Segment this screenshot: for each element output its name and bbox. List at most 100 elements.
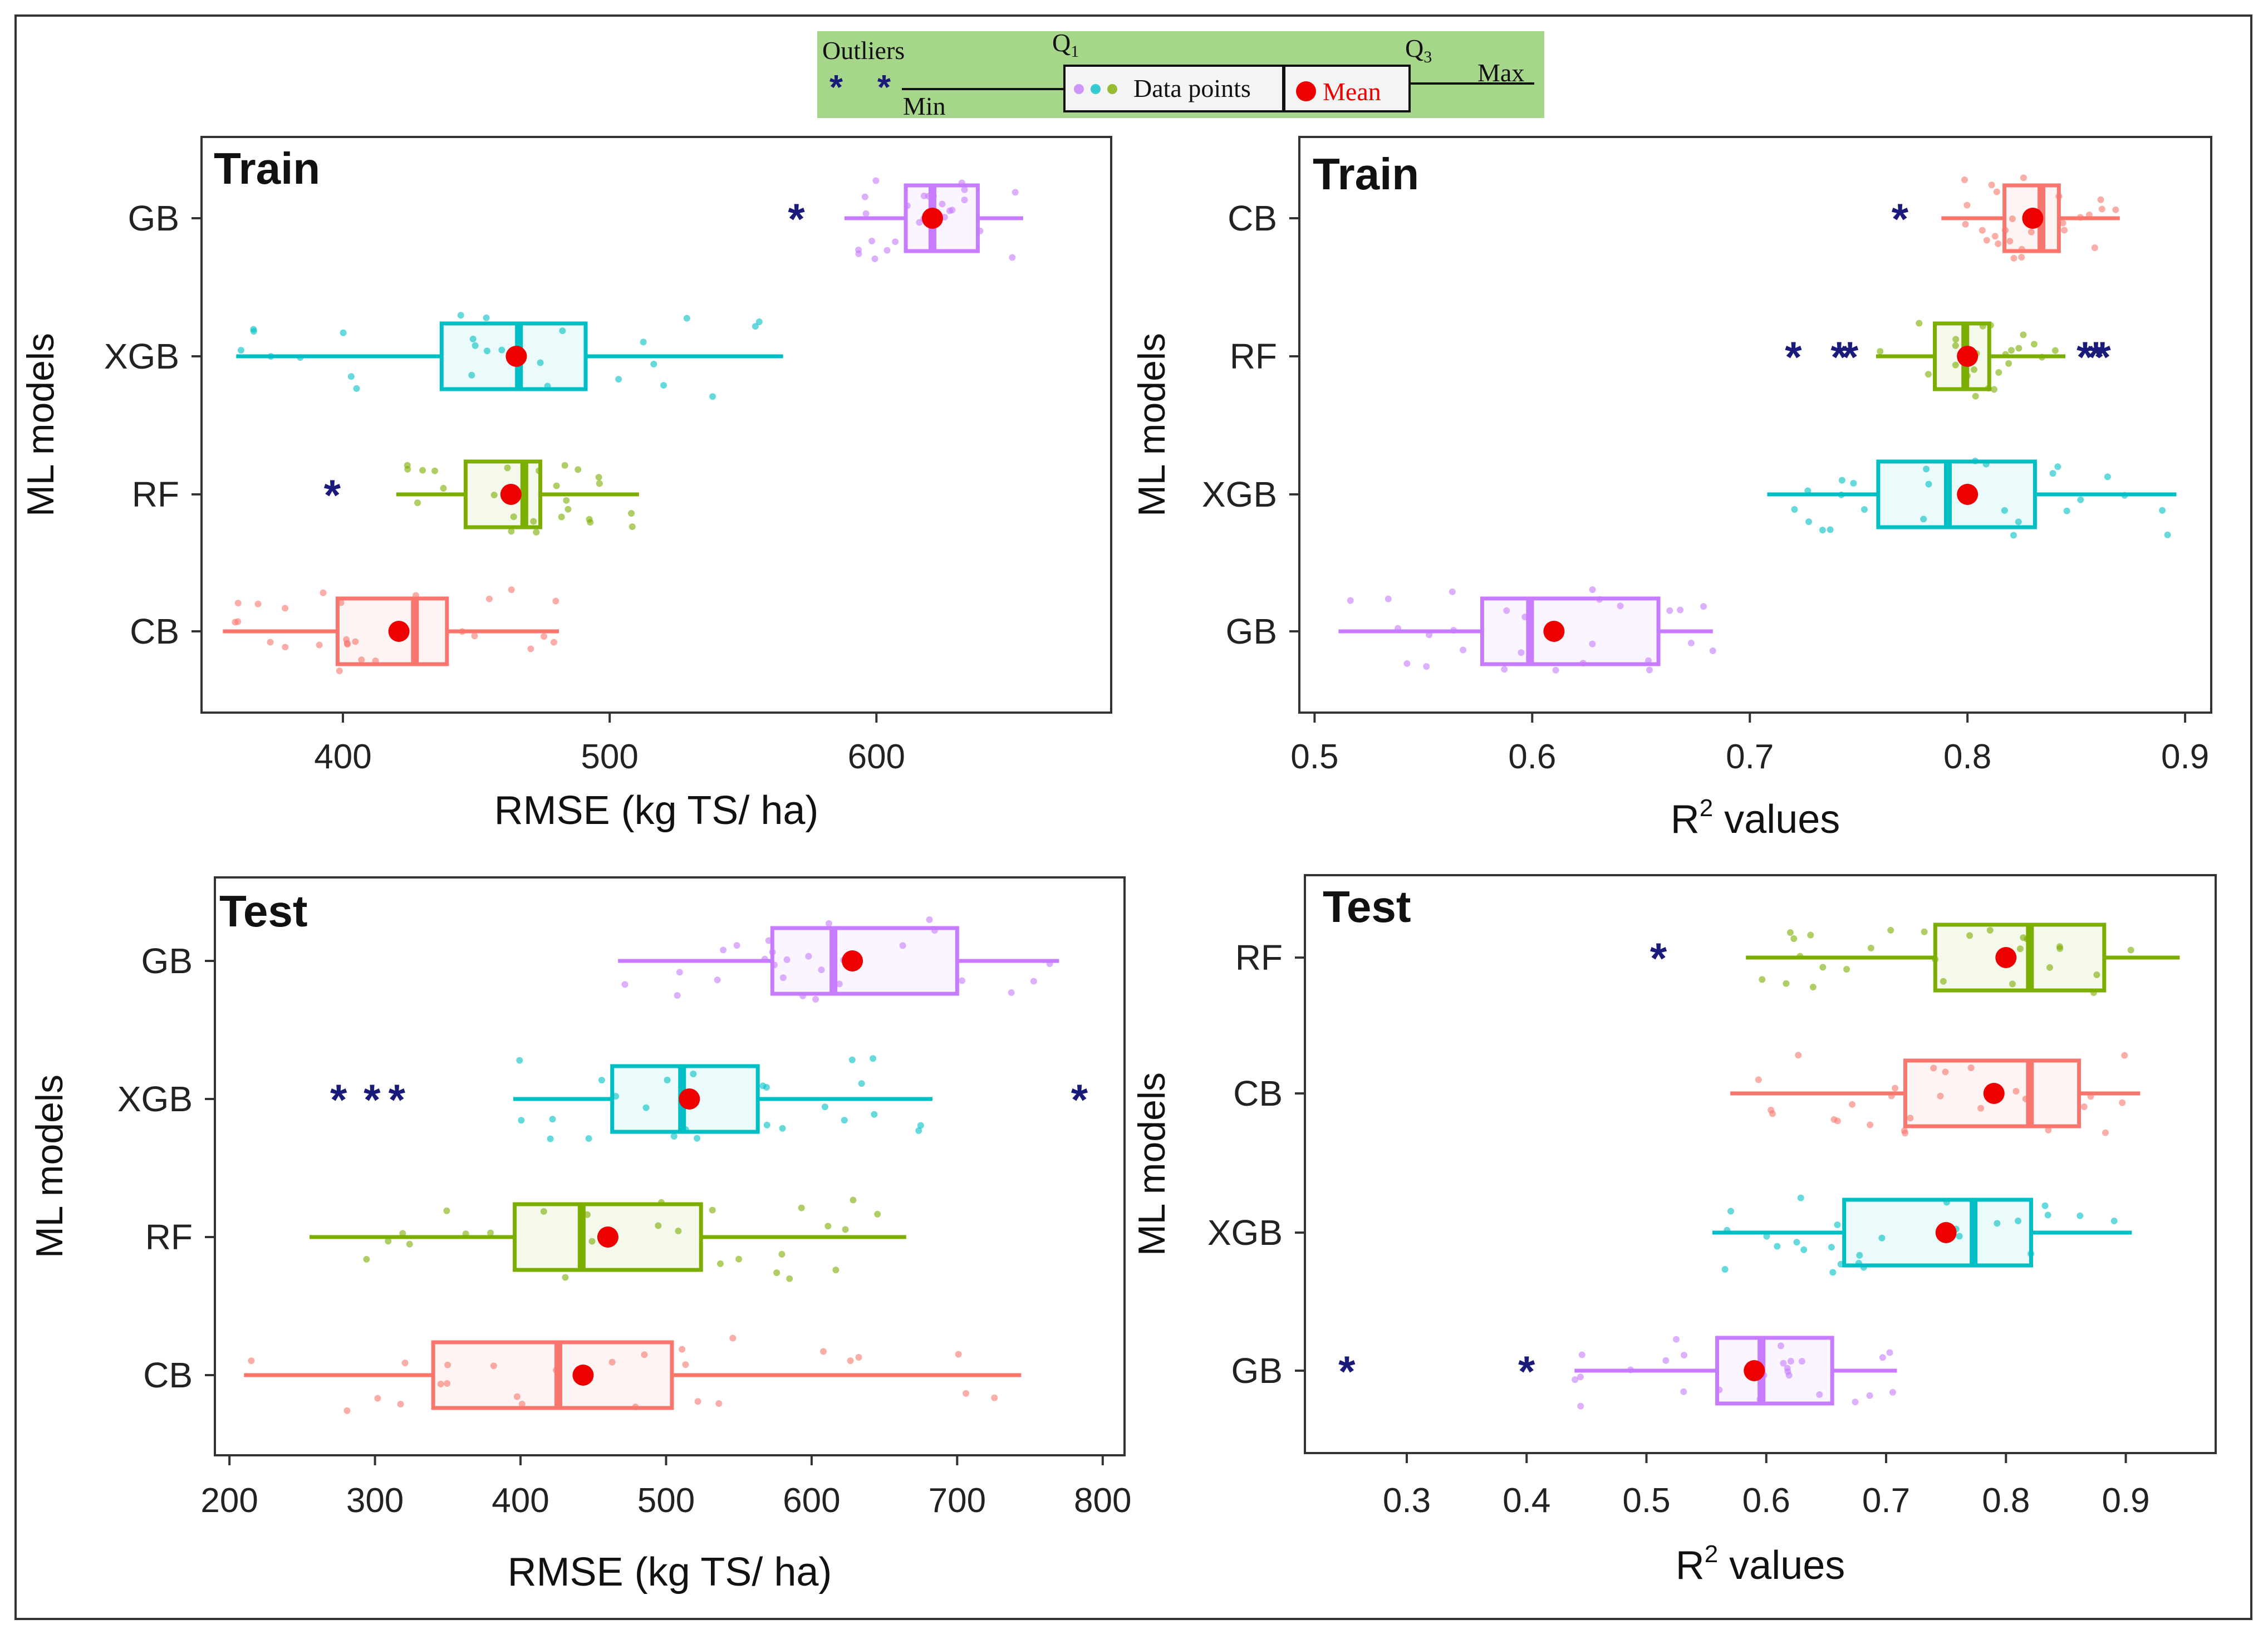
data-point bbox=[916, 219, 923, 226]
data-point bbox=[1916, 320, 1923, 327]
box-gb bbox=[1338, 586, 1716, 674]
data-point bbox=[660, 382, 667, 389]
iqr-box bbox=[770, 926, 959, 996]
outlier-marker: * bbox=[364, 1075, 381, 1124]
data-point bbox=[783, 956, 791, 963]
data-point bbox=[832, 1267, 840, 1274]
x-tick-label: 0.8 bbox=[1982, 1481, 2030, 1520]
data-point bbox=[385, 1238, 392, 1245]
data-point bbox=[720, 946, 727, 954]
data-point bbox=[1790, 935, 1798, 942]
data-point bbox=[1819, 964, 1827, 971]
plot-area bbox=[1298, 136, 2212, 714]
x-tick-label: 0.7 bbox=[1862, 1481, 1910, 1520]
x-tick-label: 200 bbox=[200, 1481, 258, 1520]
figure-frame bbox=[14, 14, 2252, 1620]
data-point bbox=[1886, 1349, 1893, 1356]
data-point bbox=[694, 1398, 701, 1405]
data-point bbox=[1673, 1336, 1680, 1343]
data-point bbox=[1784, 1368, 1791, 1375]
x-tick-label: 300 bbox=[346, 1481, 404, 1520]
outlier-marker: * bbox=[330, 1075, 347, 1124]
data-point bbox=[694, 1135, 701, 1142]
legend-mean-marker bbox=[1296, 81, 1316, 101]
data-point bbox=[917, 1122, 924, 1129]
x-axis-label-main: R bbox=[1676, 1543, 1705, 1588]
data-point bbox=[1942, 1068, 1949, 1076]
data-point bbox=[583, 1211, 591, 1218]
data-point bbox=[1923, 465, 1930, 473]
data-point bbox=[715, 1400, 723, 1407]
data-point bbox=[397, 1401, 404, 1408]
data-point bbox=[487, 1229, 494, 1236]
data-point bbox=[655, 1222, 662, 1229]
data-point bbox=[1920, 516, 1927, 523]
data-point bbox=[2030, 341, 2038, 348]
data-point bbox=[374, 1395, 381, 1402]
data-point bbox=[248, 1357, 255, 1365]
chart-panel: Train ML models R2 values 0.5 0.6 0.7 0.8 0.9 CB… bbox=[1131, 136, 2212, 842]
panel-title: Test bbox=[219, 886, 308, 936]
data-point bbox=[483, 314, 490, 321]
box-rf: * ** *** bbox=[1785, 320, 2111, 400]
data-point bbox=[608, 1358, 616, 1366]
data-point bbox=[2104, 473, 2111, 480]
data-point bbox=[642, 1104, 650, 1111]
x-tick-label: 0.7 bbox=[1726, 738, 1774, 776]
data-point bbox=[1709, 647, 1716, 654]
outlier-marker: * bbox=[1892, 194, 1909, 243]
data-point bbox=[1503, 607, 1510, 614]
data-point bbox=[779, 1125, 786, 1132]
data-point bbox=[2010, 254, 2017, 262]
data-point bbox=[1937, 1092, 1944, 1100]
data-point bbox=[1887, 926, 1894, 934]
data-point bbox=[1991, 386, 1998, 393]
data-point bbox=[518, 1400, 526, 1407]
y-tick-label: GB bbox=[1226, 611, 1277, 651]
data-point bbox=[1797, 1194, 1804, 1201]
data-point bbox=[469, 335, 477, 342]
plot-area bbox=[200, 136, 1112, 714]
data-point bbox=[1856, 1252, 1863, 1259]
data-point bbox=[690, 1070, 697, 1077]
outlier-marker: * bbox=[1071, 1075, 1088, 1124]
data-point bbox=[926, 916, 933, 923]
x-axis-label: R2 values bbox=[1671, 794, 1840, 842]
y-tick-label: XGB bbox=[1207, 1213, 1283, 1253]
data-point bbox=[1777, 1342, 1784, 1350]
data-point bbox=[1867, 1121, 1874, 1128]
data-point bbox=[621, 981, 629, 988]
data-point bbox=[267, 353, 274, 360]
data-point bbox=[1993, 188, 2000, 195]
x-tick-label: 400 bbox=[314, 738, 371, 776]
data-point bbox=[874, 1210, 881, 1218]
data-point bbox=[798, 1204, 805, 1211]
data-point bbox=[513, 1393, 521, 1400]
mean-marker bbox=[2022, 208, 2044, 229]
data-point bbox=[564, 506, 572, 513]
data-point bbox=[1804, 487, 1812, 494]
data-point bbox=[1347, 597, 1354, 604]
data-point bbox=[2001, 507, 2008, 514]
data-point bbox=[540, 1208, 547, 1215]
y-axis-label: ML models bbox=[28, 1074, 71, 1258]
data-point bbox=[1046, 960, 1053, 967]
data-point bbox=[1780, 1360, 1787, 1367]
data-point bbox=[773, 1269, 780, 1277]
data-point bbox=[1994, 1220, 2001, 1227]
data-point bbox=[640, 338, 647, 346]
data-point bbox=[1849, 1101, 1856, 1108]
box-rf bbox=[309, 1196, 906, 1282]
box-xgb: * * * * bbox=[330, 1055, 1088, 1142]
data-point bbox=[682, 1361, 689, 1368]
data-point bbox=[709, 1206, 716, 1214]
data-point bbox=[267, 639, 274, 646]
legend-mean-label: Mean bbox=[1323, 77, 1381, 106]
data-point bbox=[1834, 1221, 1841, 1229]
data-point bbox=[1952, 361, 1959, 369]
data-point bbox=[2159, 507, 2166, 514]
x-tick-label: 800 bbox=[1074, 1481, 1131, 1520]
y-tick-label: CB bbox=[143, 1355, 193, 1395]
data-point bbox=[1755, 1076, 1762, 1083]
data-point bbox=[939, 200, 946, 208]
